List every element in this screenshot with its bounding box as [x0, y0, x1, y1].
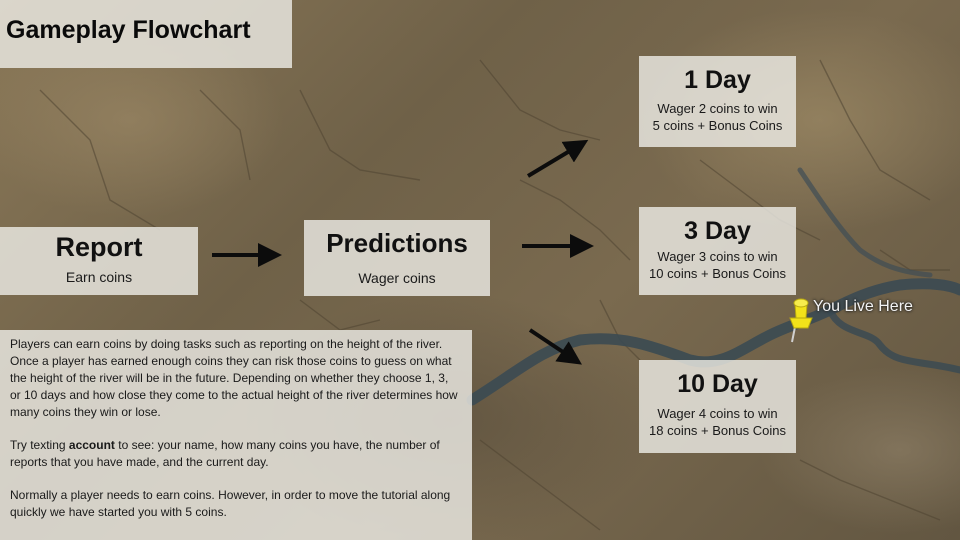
outcome-line2: 5 coins + Bonus Coins: [652, 118, 783, 133]
info-panel: Players can earn coins by doing tasks su…: [0, 330, 472, 540]
info-paragraph-1: Players can earn coins by doing tasks su…: [10, 337, 458, 419]
info-text: Try texting: [10, 438, 69, 452]
outcome-10-day-node: 10 Day Wager 4 coins to win 18 coins + B…: [639, 360, 796, 453]
arrow-to-1-day: [526, 139, 589, 178]
outcome-line2: 18 coins + Bonus Coins: [649, 423, 786, 438]
report-subtitle: Earn coins: [65, 269, 133, 285]
predictions-title: Predictions: [326, 228, 468, 258]
outcome-line1: Wager 3 coins to win: [657, 249, 778, 264]
page-title: Gameplay Flowchart: [6, 16, 251, 44]
outcome-line2: 10 coins + Bonus Coins: [649, 266, 786, 281]
outcome-line1: Wager 2 coins to win: [657, 101, 778, 116]
outcome-title: 10 Day: [677, 370, 758, 398]
outcome-title: 1 Day: [684, 66, 751, 94]
report-title: Report: [55, 232, 143, 262]
arrow-to-10-day: [528, 328, 582, 365]
report-node: Report Earn coins: [0, 227, 198, 295]
outcome-1-day-node: 1 Day Wager 2 coins to win 5 coins + Bon…: [639, 56, 796, 147]
title-panel: Gameplay Flowchart: [0, 0, 292, 68]
pin-label: You Live Here: [813, 298, 913, 315]
account-keyword: account: [68, 438, 115, 452]
river-upper: [797, 167, 933, 278]
predictions-node: Predictions Wager coins: [304, 220, 490, 296]
outcome-title: 3 Day: [684, 217, 751, 245]
outcome-3-day-node: 3 Day Wager 3 coins to win 10 coins + Bo…: [639, 207, 796, 295]
info-text: to see: your name, how many coins you ha…: [10, 438, 440, 469]
predictions-subtitle: Wager coins: [358, 270, 436, 286]
info-paragraph-3: Normally a player needs to earn coins. H…: [10, 488, 451, 519]
outcome-line1: Wager 4 coins to win: [657, 406, 778, 421]
river-tributary: [826, 306, 960, 374]
info-paragraph-2: Try texting account to see: your name, h…: [10, 437, 462, 471]
